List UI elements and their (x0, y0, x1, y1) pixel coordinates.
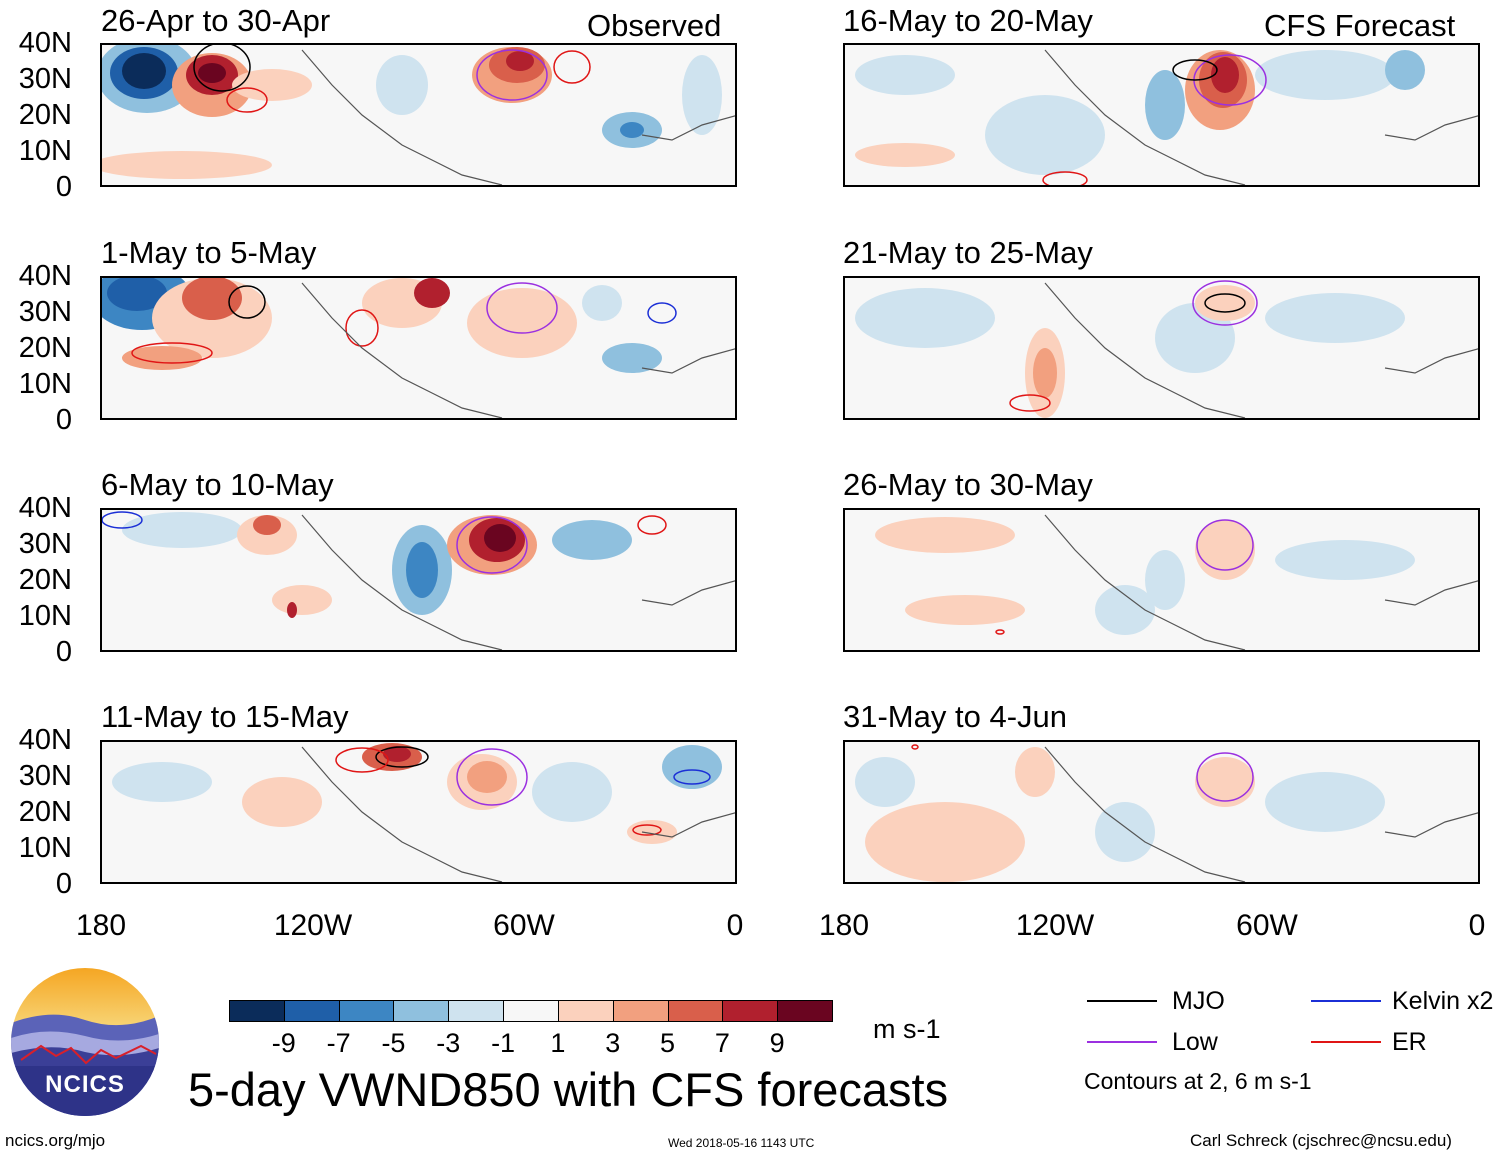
y-tick-row4-3: 20N (18, 796, 72, 828)
footer-timestamp: Wed 2018-05-16 1143 UTC (668, 1136, 815, 1150)
panel-title-left-4: 11-May to 15-May (101, 699, 349, 734)
colorbar-cell-7 (557, 1000, 614, 1022)
colorbar-cell-10 (722, 1000, 779, 1022)
legend-label-mjo: MJO (1172, 987, 1225, 1015)
x-tick-left-1: 180 (75, 909, 127, 942)
map-panel-observed-3 (100, 508, 737, 652)
colorbar-label-7: 3 (605, 1028, 621, 1058)
panel-title-left-2: 1-May to 5-May (101, 235, 317, 270)
x-tick-right-4: 0 (1468, 909, 1486, 942)
ncics-logo: NCICS (11, 968, 159, 1116)
map-panel-observed-4 (100, 740, 737, 884)
colorbar-label-4: -3 (436, 1028, 461, 1058)
logo-text: NCICS (45, 1071, 125, 1098)
panel-title-right-4: 31-May to 4-Jun (843, 699, 1067, 734)
colorbar-cell-6 (503, 1000, 559, 1022)
legend-label-kelvin: Kelvin x2 (1392, 987, 1494, 1015)
colorbar-cell-11 (777, 1000, 833, 1022)
legend-note: Contours at 2, 6 m s-1 (1084, 1068, 1312, 1094)
y-tick-row3-4: 10N (18, 600, 72, 632)
y-tick-row3-5: 0 (55, 636, 72, 668)
y-tick-row3-2: 30N (18, 528, 72, 560)
panel-title-right-1: 16-May to 20-May (843, 3, 1093, 38)
legend-line-er (1311, 1041, 1381, 1043)
x-tick-left-4: 0 (726, 909, 744, 942)
y-tick-row3-3: 20N (18, 564, 72, 596)
y-tick-row2-3: 20N (18, 332, 72, 364)
forecast-label: CFS Forecast (1264, 8, 1456, 43)
colorbar-label-3: -5 (381, 1028, 406, 1058)
map-panel-forecast-3 (843, 508, 1480, 652)
colorbar-cell-3 (338, 1000, 395, 1022)
colorbar-units: m s-1 (873, 1014, 941, 1044)
colorbar-label-2: -7 (326, 1028, 351, 1058)
y-tick-row1-1: 40N (18, 27, 72, 59)
legend-label-er: ER (1392, 1028, 1427, 1056)
y-tick-row1-5: 0 (55, 171, 72, 203)
colorbar-cell-8 (612, 1000, 669, 1022)
y-tick-row2-2: 30N (18, 296, 72, 328)
colorbar-label-1: -9 (271, 1028, 296, 1058)
map-panel-forecast-1 (843, 43, 1480, 187)
map-panel-observed-1 (100, 43, 737, 187)
colorbar-label-6: 1 (550, 1028, 566, 1058)
legend-line-mjo (1087, 1000, 1157, 1002)
panel-title-right-2: 21-May to 25-May (843, 235, 1093, 270)
figure-title: 5-day VWND850 with CFS forecasts (188, 1063, 949, 1116)
y-tick-row4-4: 10N (18, 832, 72, 864)
panel-title-left-1: 26-Apr to 30-Apr (101, 3, 331, 38)
x-tick-right-2: 120W (1015, 909, 1095, 942)
colorbar-cell-4 (393, 1000, 450, 1022)
y-tick-row2-4: 10N (18, 368, 72, 400)
y-tick-row4-1: 40N (18, 724, 72, 756)
y-tick-row2-1: 40N (18, 260, 72, 292)
panel-title-right-3: 26-May to 30-May (843, 467, 1093, 502)
y-tick-row3-1: 40N (18, 492, 72, 524)
x-tick-left-2: 120W (273, 909, 353, 942)
footer-author: Carl Schreck (cjschrec@ncsu.edu) (1190, 1131, 1452, 1150)
colorbar-label-9: 7 (714, 1028, 730, 1058)
map-panel-forecast-4 (843, 740, 1480, 884)
colorbar-cell-2 (283, 1000, 340, 1022)
colorbar-cell-5 (448, 1000, 505, 1022)
y-tick-row4-2: 30N (18, 760, 72, 792)
x-tick-right-1: 180 (818, 909, 870, 942)
y-tick-row2-5: 0 (55, 404, 72, 436)
x-tick-left-3: 60W (493, 909, 555, 942)
legend-line-low (1087, 1041, 1157, 1043)
legend-line-kelvin (1311, 1000, 1381, 1002)
colorbar-cell-1 (229, 1000, 285, 1022)
map-panel-forecast-2 (843, 276, 1480, 420)
panel-title-left-3: 6-May to 10-May (101, 467, 334, 502)
colorbar-label-8: 5 (660, 1028, 676, 1058)
legend-label-low: Low (1172, 1028, 1218, 1056)
x-tick-right-3: 60W (1236, 909, 1298, 942)
map-panel-observed-2 (100, 276, 737, 420)
footer-url: ncics.org/mjo (5, 1131, 106, 1150)
colorbar-label-5: -1 (491, 1028, 516, 1058)
observed-label: Observed (587, 8, 722, 43)
y-tick-row1-4: 10N (18, 135, 72, 167)
y-tick-row1-2: 30N (18, 63, 72, 95)
colorbar-label-10: 9 (769, 1028, 785, 1058)
y-tick-row4-5: 0 (55, 868, 72, 900)
y-tick-row1-3: 20N (18, 99, 72, 131)
colorbar-cell-9 (667, 1000, 724, 1022)
